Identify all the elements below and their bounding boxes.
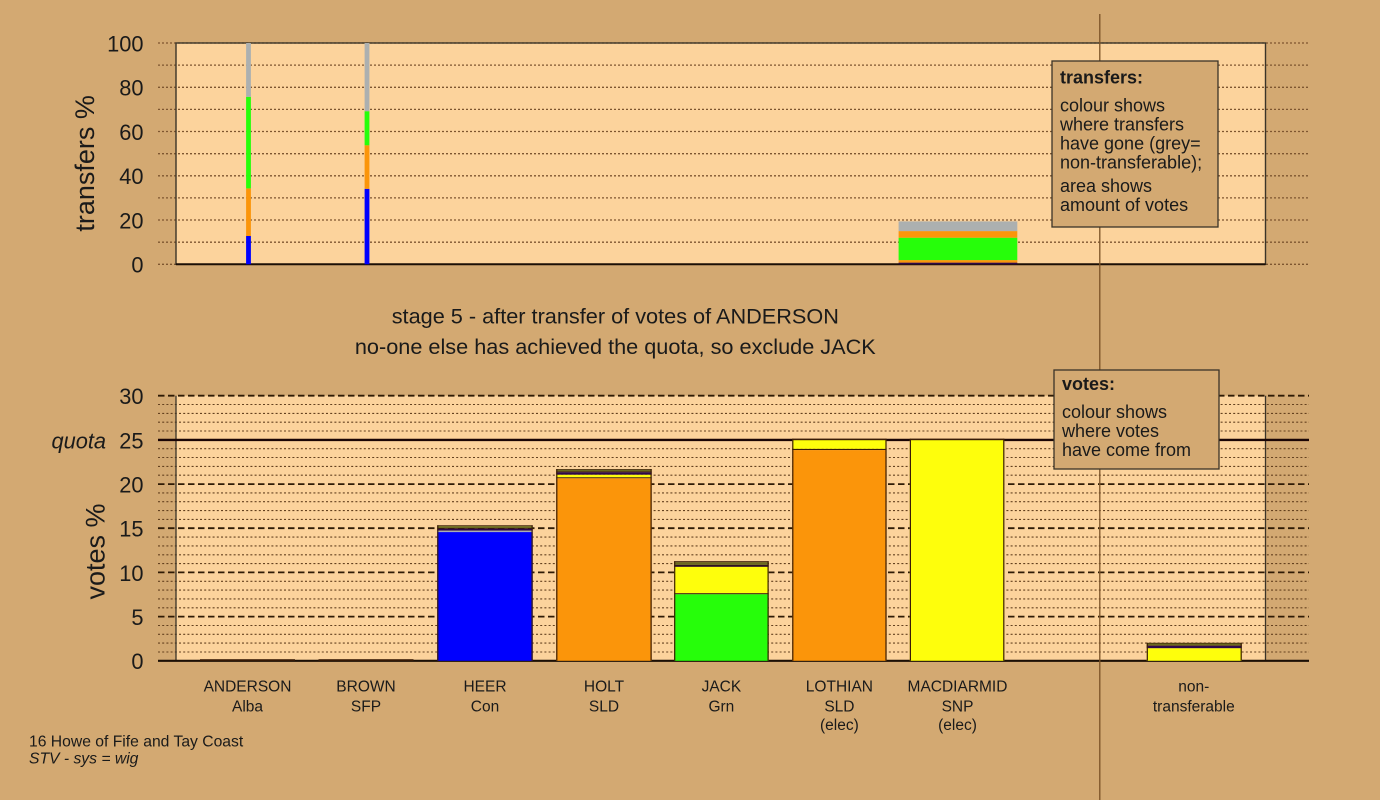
svg-text:100: 100 [107, 31, 143, 56]
svg-text:20: 20 [119, 473, 143, 498]
svg-text:area shows: area shows [1060, 176, 1152, 196]
svg-text:quota: quota [51, 428, 106, 453]
svg-text:30: 30 [119, 384, 143, 409]
svg-text:BROWN: BROWN [336, 679, 395, 696]
svg-text:(elec): (elec) [820, 717, 859, 734]
svg-text:transferable: transferable [1153, 699, 1235, 716]
svg-text:16 Howe of Fife and Tay Coast: 16 Howe of Fife and Tay Coast [29, 733, 244, 750]
svg-text:ANDERSON: ANDERSON [204, 679, 292, 696]
svg-text:20: 20 [119, 208, 143, 233]
svg-text:Con: Con [471, 699, 499, 716]
svg-text:SLD: SLD [589, 699, 619, 716]
svg-text:Alba: Alba [232, 699, 263, 716]
svg-text:transfers:: transfers: [1060, 67, 1143, 87]
svg-text:colour shows: colour shows [1060, 95, 1165, 115]
svg-text:SLD: SLD [824, 699, 854, 716]
svg-text:amount of votes: amount of votes [1060, 195, 1188, 215]
svg-text:STV - sys = wig: STV - sys = wig [29, 750, 139, 767]
svg-text:15: 15 [119, 517, 143, 542]
svg-text:JACK: JACK [702, 679, 742, 696]
svg-text:40: 40 [119, 164, 143, 189]
svg-text:votes:: votes: [1062, 374, 1115, 394]
svg-text:non-transferable);: non-transferable); [1060, 152, 1202, 172]
svg-text:10: 10 [119, 561, 143, 586]
svg-text:80: 80 [119, 76, 143, 101]
svg-text:non-: non- [1178, 679, 1209, 696]
svg-text:no-one else has achieved the q: no-one else has achieved the quota, so e… [355, 334, 876, 359]
svg-text:votes %: votes % [81, 503, 111, 599]
svg-text:25: 25 [119, 428, 143, 453]
svg-text:HOLT: HOLT [584, 679, 625, 696]
svg-text:where transfers: where transfers [1059, 114, 1184, 134]
svg-text:have gone (grey=: have gone (grey= [1060, 133, 1201, 153]
svg-text:transfers %: transfers % [70, 95, 100, 232]
svg-text:SNP: SNP [942, 699, 974, 716]
svg-text:LOTHIAN: LOTHIAN [806, 679, 873, 696]
svg-text:HEER: HEER [463, 679, 506, 696]
svg-text:colour shows: colour shows [1062, 402, 1167, 422]
svg-text:where votes: where votes [1061, 421, 1159, 441]
svg-text:MACDIARMID: MACDIARMID [908, 679, 1008, 696]
svg-text:0: 0 [131, 649, 143, 674]
svg-text:5: 5 [131, 605, 143, 630]
svg-text:stage 5 - after transfer of vo: stage 5 - after transfer of votes of AND… [392, 303, 839, 328]
svg-text:(elec): (elec) [938, 717, 977, 734]
svg-text:SFP: SFP [351, 699, 381, 716]
svg-text:60: 60 [119, 120, 143, 145]
svg-text:have come from: have come from [1062, 440, 1191, 460]
svg-text:Grn: Grn [708, 699, 734, 716]
svg-text:0: 0 [131, 253, 143, 278]
